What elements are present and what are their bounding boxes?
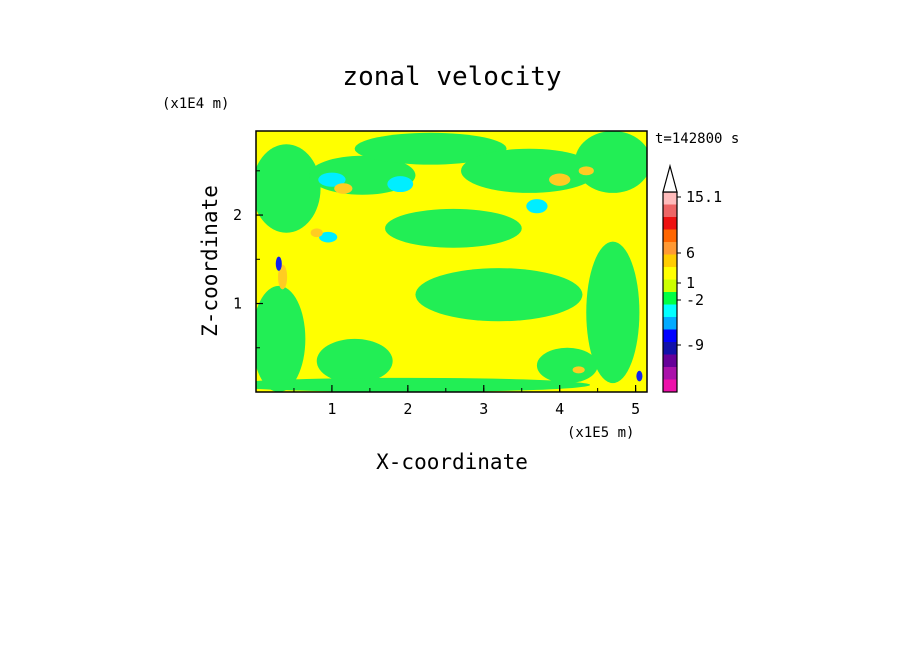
colorbar-label: 1 [686, 274, 695, 292]
colorbar-segment [663, 342, 677, 355]
contour-regions [256, 131, 647, 392]
x-tick-label: 3 [479, 400, 488, 418]
blue-region [275, 256, 282, 271]
orange-region [310, 228, 323, 238]
y-axis-label: Z-coordinate [198, 185, 222, 337]
x-axis-label: X-coordinate [376, 450, 528, 474]
colorbar-label: -2 [686, 291, 704, 309]
cyan-region [526, 199, 548, 214]
colorbar-segment [663, 192, 677, 205]
x-unit-label: (x1E5 m) [567, 425, 634, 441]
colorbar-segment [663, 379, 677, 392]
green-region [415, 268, 583, 322]
time-label: t=142800 s [655, 131, 739, 147]
colorbar-segment [663, 329, 677, 342]
y-ticks: 12 [233, 170, 263, 349]
orange-region [278, 264, 288, 290]
colorbar-label: 6 [686, 244, 695, 262]
colorbar-segment [663, 267, 677, 280]
green-region [256, 144, 321, 233]
green-region [256, 377, 591, 392]
plot-frame [255, 130, 648, 393]
x-tick-label: 1 [327, 400, 336, 418]
colorbar-label: 15.1 [686, 188, 722, 206]
green-region [586, 241, 640, 384]
blue-region [636, 370, 643, 382]
colorbar-segment [663, 354, 677, 367]
colorbar-segment [663, 229, 677, 242]
colorbar-segment [663, 204, 677, 217]
x-ticks: 1 2 3 4 5 [293, 385, 640, 418]
cyan-region [319, 231, 338, 243]
y-tick-label: 2 [233, 206, 242, 224]
cyan-region [318, 172, 346, 187]
colorbar-segment [663, 292, 677, 305]
colorbar-labels: 15.1 6 1-2 -9 [677, 188, 722, 354]
green-region [536, 347, 598, 384]
green-region [316, 338, 393, 384]
colorbar-segment [663, 279, 677, 292]
colorbar-label: -9 [686, 336, 704, 354]
orange-region [578, 166, 594, 176]
x-tick-label: 5 [631, 400, 640, 418]
green-region [385, 208, 522, 248]
green-region [256, 285, 306, 392]
colorbar-segment [663, 217, 677, 230]
green-region [574, 131, 647, 193]
y-tick-label: 1 [233, 295, 242, 313]
orange-region [334, 183, 353, 194]
colorbar-segment [663, 254, 677, 267]
orange-region [549, 173, 571, 186]
colorbar-segment [663, 317, 677, 330]
x-tick-label: 2 [403, 400, 412, 418]
chart-title: zonal velocity [342, 62, 561, 92]
cyan-region [387, 176, 414, 193]
y-unit-label: (x1E4 m) [162, 96, 229, 112]
x-tick-label: 4 [555, 400, 564, 418]
colorbar [662, 163, 678, 393]
colorbar-segment [663, 242, 677, 255]
colorbar-extend-arrow [662, 163, 678, 193]
colorbar-segment [663, 367, 677, 380]
colorbar-segment [663, 304, 677, 317]
green-region [354, 132, 507, 165]
orange-region [572, 366, 585, 374]
